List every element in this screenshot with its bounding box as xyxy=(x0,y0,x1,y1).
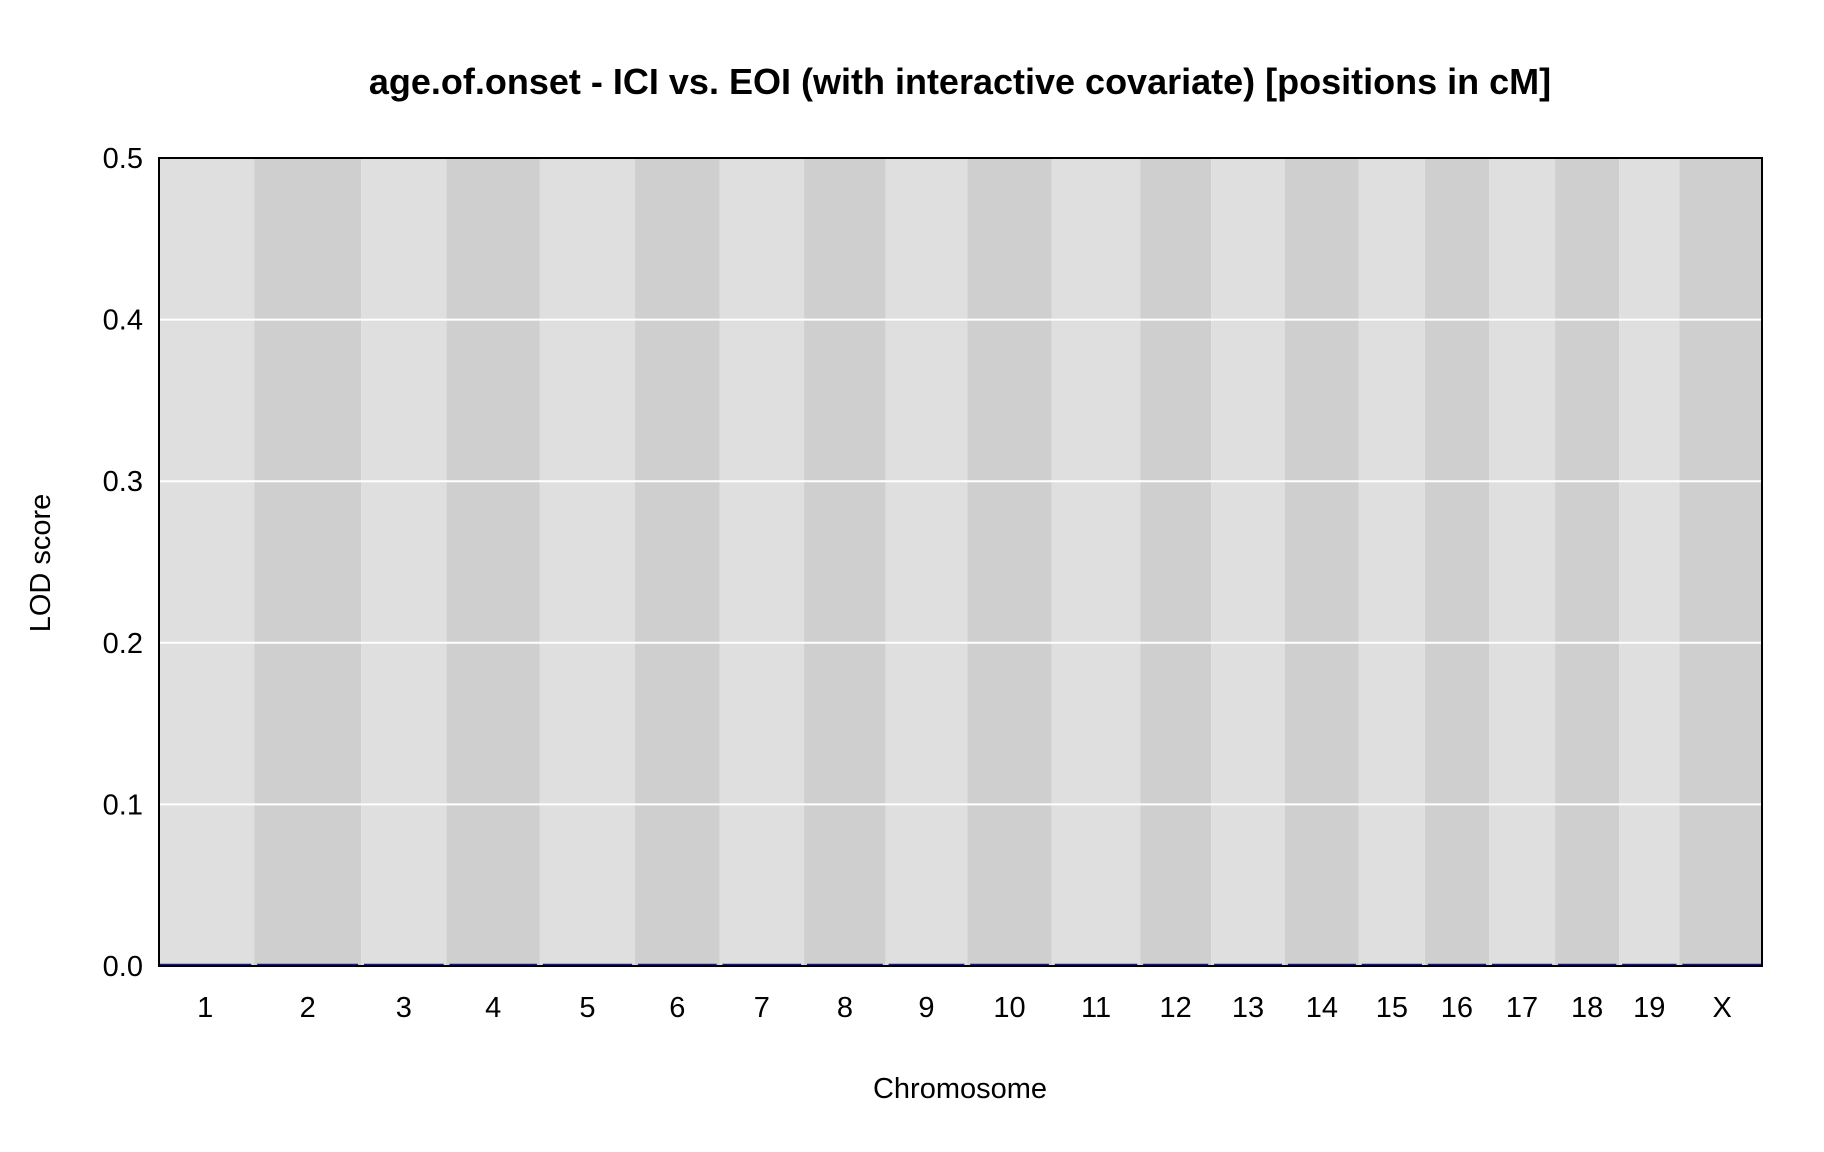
x-tick-label-2: 2 xyxy=(300,992,316,1024)
chromosome-band-2 xyxy=(254,158,362,966)
x-tick-label-9: 9 xyxy=(918,992,934,1024)
chromosome-band-12 xyxy=(1140,158,1212,966)
chromosome-band-9 xyxy=(885,158,968,966)
x-tick-label-12: 12 xyxy=(1160,992,1192,1024)
x-tick-label-X: X xyxy=(1712,992,1731,1024)
y-tick-label: 0.4 xyxy=(103,305,143,337)
x-tick-label-1: 1 xyxy=(197,992,213,1024)
x-tick-label-5: 5 xyxy=(579,992,595,1024)
y-tick-label: 0.2 xyxy=(103,628,143,660)
plot-frame xyxy=(158,157,1763,967)
x-tick-label-16: 16 xyxy=(1441,992,1473,1024)
x-tick-label-8: 8 xyxy=(837,992,853,1024)
y-tick-label: 0.1 xyxy=(103,789,143,821)
x-tick-label-19: 19 xyxy=(1633,992,1665,1024)
y-axis-ticks: 0.0 0.1 0.2 0.3 0.4 0.5 xyxy=(103,143,143,983)
y-tick-label: 0.3 xyxy=(103,466,143,498)
chromosome-band-7 xyxy=(719,158,805,966)
x-tick-label-4: 4 xyxy=(485,992,501,1024)
chromosome-band-6 xyxy=(635,158,720,966)
chromosome-band-16 xyxy=(1424,158,1489,966)
chromosome-band-15 xyxy=(1358,158,1425,966)
chromosome-band-14 xyxy=(1284,158,1359,966)
x-tick-label-17: 17 xyxy=(1506,992,1538,1024)
x-axis-ticks: 1 2 3 4 5 6 7 8 9 10 11 12 13 14 15 16 17 18 19 X xyxy=(197,992,1732,1024)
x-tick-label-15: 15 xyxy=(1376,992,1408,1024)
chromosome-band-19 xyxy=(1619,158,1680,966)
chromosome-band-17 xyxy=(1489,158,1556,966)
chromosome-band-10 xyxy=(967,158,1052,966)
x-tick-label-10: 10 xyxy=(993,992,1025,1024)
chromosome-band-5 xyxy=(539,158,636,966)
chromosome-band-11 xyxy=(1051,158,1141,966)
chart-title: age.of.onset - ICI vs. EOI (with interac… xyxy=(369,61,1551,102)
x-tick-label-7: 7 xyxy=(754,992,770,1024)
y-axis-label: LOD score xyxy=(25,494,57,633)
chromosome-band-4 xyxy=(446,158,540,966)
x-tick-label-14: 14 xyxy=(1306,992,1338,1024)
x-tick-label-3: 3 xyxy=(396,992,412,1024)
y-tick-label: 0.0 xyxy=(103,951,143,983)
x-tick-label-6: 6 xyxy=(669,992,685,1024)
chromosome-bands xyxy=(159,158,1762,966)
y-gridlines xyxy=(159,318,1762,806)
y-tick-label: 0.5 xyxy=(103,143,143,175)
x-tick-label-13: 13 xyxy=(1232,992,1264,1024)
chromosome-band-8 xyxy=(804,158,886,966)
chromosome-band-3 xyxy=(361,158,447,966)
chromosome-band-X xyxy=(1679,158,1762,966)
x-axis-label: Chromosome xyxy=(873,1073,1047,1105)
x-tick-label-11: 11 xyxy=(1081,992,1111,1024)
chromosome-band-1 xyxy=(159,158,255,966)
chromosome-band-18 xyxy=(1555,158,1620,966)
chromosome-band-13 xyxy=(1211,158,1285,966)
x-tick-label-18: 18 xyxy=(1571,992,1603,1024)
